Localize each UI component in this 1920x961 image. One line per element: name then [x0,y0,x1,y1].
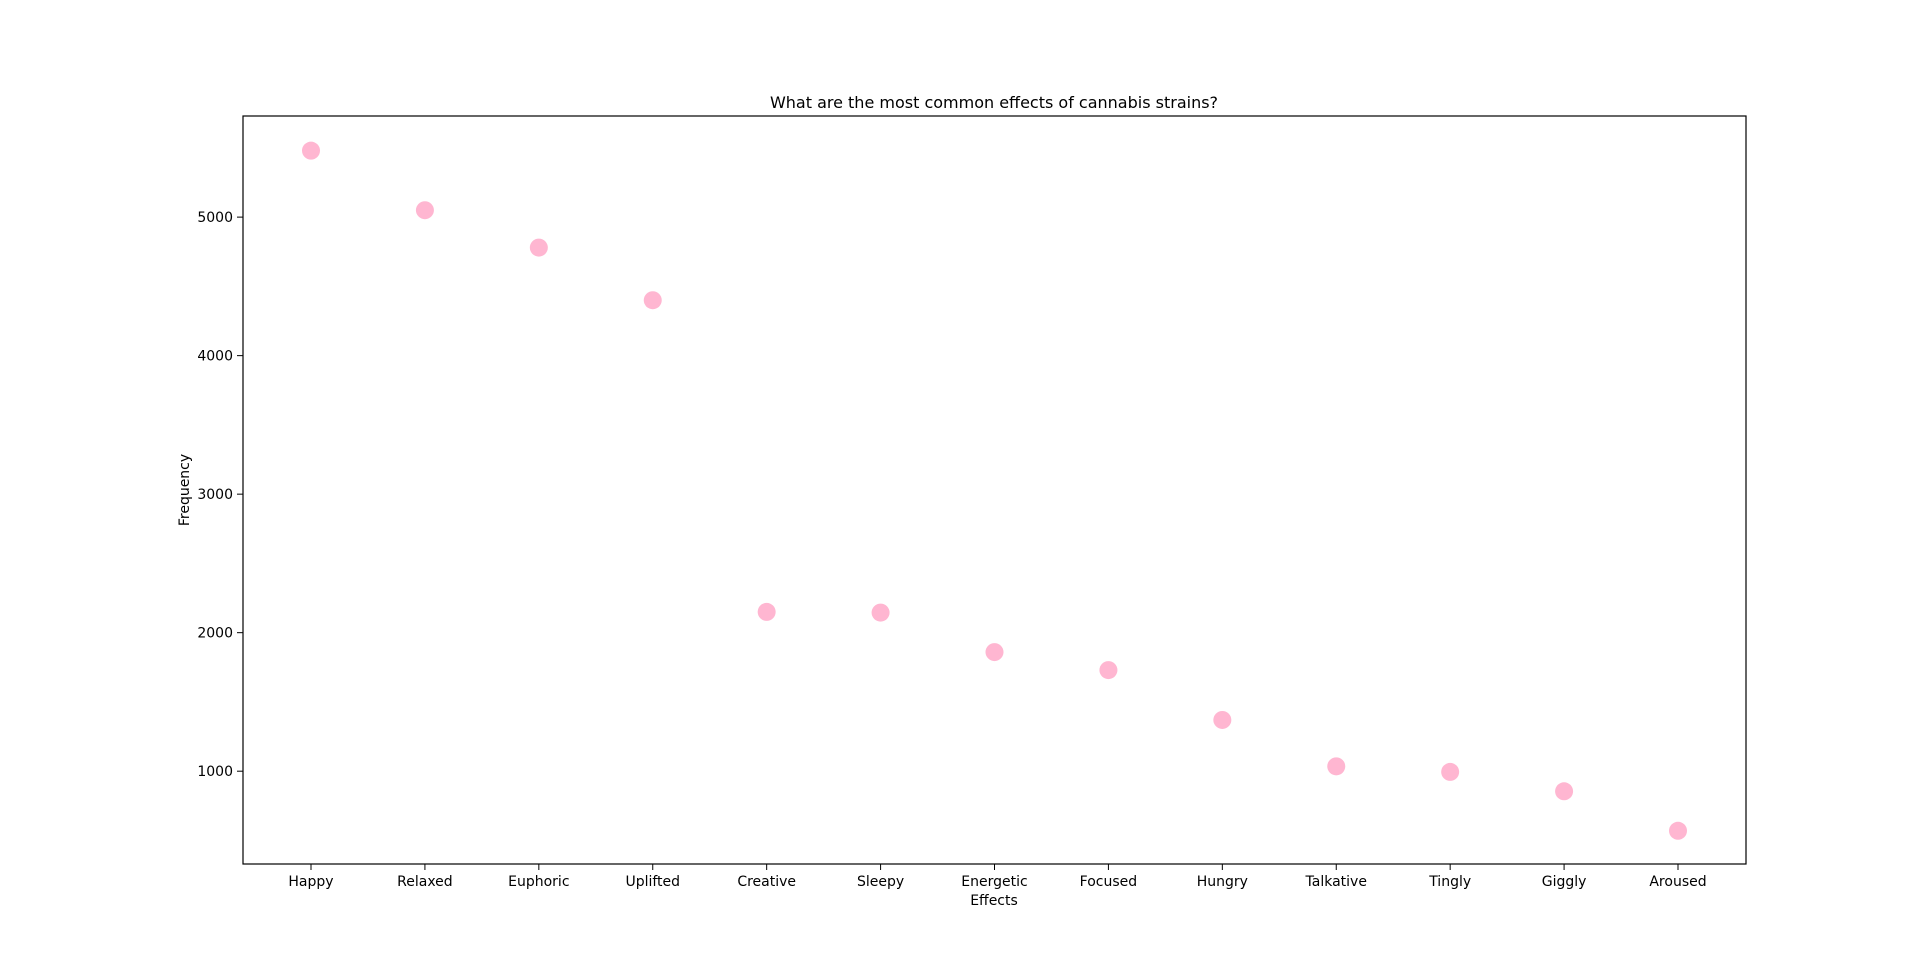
x-tick-label: Relaxed [397,874,453,890]
data-point [1327,757,1346,776]
data-point [415,201,434,220]
data-point [985,643,1004,662]
y-tick-label: 2000 [197,626,233,642]
y-axis-label: Frequency [177,454,193,526]
data-point [1555,782,1574,801]
chart-title: What are the most common effects of cann… [770,93,1218,112]
data-points [302,141,1687,840]
data-point [1213,710,1232,729]
data-point [302,141,320,160]
y-tick-label: 4000 [197,349,233,365]
data-point [643,291,662,310]
y-axis: 1000 2000 3000 4000 5000 [197,210,243,780]
x-tick-label: Aroused [1649,874,1706,890]
x-tick-label: Uplifted [625,874,680,890]
y-tick-label: 3000 [197,487,233,503]
x-tick-label: Talkative [1305,874,1367,890]
x-tick-label: Happy [288,874,333,890]
data-point [1669,821,1687,840]
x-axis: Happy Relaxed Euphoric Uplifted Creative Slee… [288,864,1707,890]
x-tick-label: Giggly [1542,874,1587,890]
x-tick-label: Creative [737,874,796,890]
x-tick-label: Sleepy [857,874,904,890]
x-tick-label: Hungry [1197,874,1248,890]
data-point [757,602,776,621]
plot-frame [242,115,1747,865]
data-point [1099,661,1118,680]
data-point [1441,762,1460,781]
y-tick-label: 1000 [197,764,233,780]
x-tick-label: Energetic [961,874,1027,890]
x-tick-label: Focused [1080,874,1137,890]
x-tick-label: Tingly [1428,874,1471,890]
data-point [871,603,890,622]
x-axis-label: Effects [970,893,1018,909]
y-tick-label: 5000 [197,210,233,226]
x-tick-label: Euphoric [508,874,569,890]
data-point [529,238,548,257]
